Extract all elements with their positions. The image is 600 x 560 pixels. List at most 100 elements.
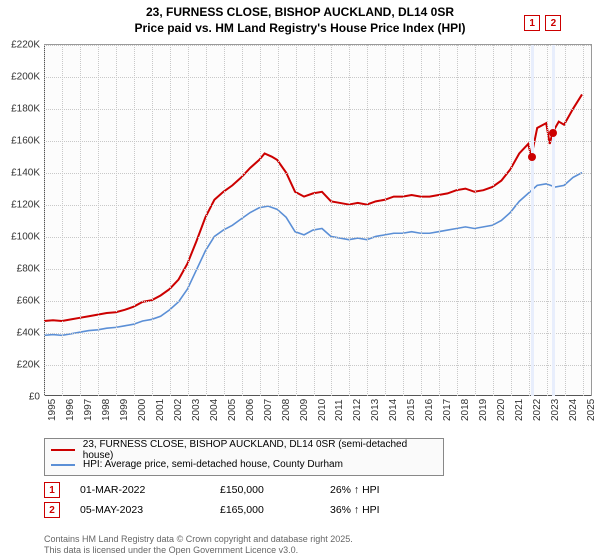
x-tick-label: 1997 [83,399,94,421]
gridline-v [296,45,297,396]
gridline-v [421,45,422,396]
chart-plot-area: £0£20K£40K£60K£80K£100K£120K£140K£160K£1… [44,44,592,396]
y-tick-label: £0 [0,392,40,403]
transaction-row: 101-MAR-2022£150,00026% ↑ HPI [44,480,450,500]
gridline-h [44,45,591,46]
x-tick-label: 2022 [532,399,543,421]
y-tick-label: £140K [0,168,40,179]
gridline-h [44,205,591,206]
y-tick-label: £180K [0,104,40,115]
y-tick-label: £100K [0,232,40,243]
gridline-v [116,45,117,396]
x-tick-label: 2004 [209,399,220,421]
x-tick-label: 2009 [299,399,310,421]
gridline-v [224,45,225,396]
gridline-v [457,45,458,396]
gridline-v [367,45,368,396]
gridline-v [152,45,153,396]
transaction-marker: 2 [545,15,561,31]
gridline-v [62,45,63,396]
x-tick-label: 2015 [406,399,417,421]
x-tick-label: 2003 [191,399,202,421]
legend-swatch [51,449,75,451]
transaction-dot [549,129,557,137]
gridline-h [44,173,591,174]
title-line-2: Price paid vs. HM Land Registry's House … [0,20,600,36]
title-line-1: 23, FURNESS CLOSE, BISHOP AUCKLAND, DL14… [0,4,600,20]
gridline-v [349,45,350,396]
y-tick-label: £80K [0,264,40,275]
x-tick-label: 2023 [550,399,561,421]
y-tick-label: £160K [0,136,40,147]
x-tick-label: 2021 [514,399,525,421]
footnote-line-2: This data is licensed under the Open Gov… [44,545,353,556]
gridline-h [44,141,591,142]
gridline-h [44,269,591,270]
transaction-dot [528,153,536,161]
x-tick-label: 2024 [568,399,579,421]
gridline-h [44,77,591,78]
transaction-band [531,45,534,396]
gridline-h [44,237,591,238]
gridline-v [493,45,494,396]
gridline-v [565,45,566,396]
y-tick-label: £120K [0,200,40,211]
transaction-band [552,45,555,396]
x-tick-label: 2020 [496,399,507,421]
y-tick-label: £20K [0,360,40,371]
y-tick-label: £60K [0,296,40,307]
gridline-v [80,45,81,396]
gridline-v [170,45,171,396]
gridline-v [439,45,440,396]
transaction-badge: 1 [44,482,60,498]
gridline-v [403,45,404,396]
gridline-v [331,45,332,396]
gridline-v [475,45,476,396]
gridline-v [188,45,189,396]
transaction-pct: 26% ↑ HPI [330,484,450,496]
x-tick-label: 2025 [586,399,597,421]
x-tick-label: 2017 [442,399,453,421]
transaction-row: 205-MAY-2023£165,00036% ↑ HPI [44,500,450,520]
gridline-v [385,45,386,396]
x-tick-label: 2011 [334,399,345,421]
footnote-line-1: Contains HM Land Registry data © Crown c… [44,534,353,545]
gridline-v [260,45,261,396]
legend: 23, FURNESS CLOSE, BISHOP AUCKLAND, DL14… [44,438,444,476]
transaction-badge: 2 [44,502,60,518]
x-tick-label: 1999 [119,399,130,421]
x-tick-label: 2007 [263,399,274,421]
gridline-v [547,45,548,396]
x-tick-label: 2005 [227,399,238,421]
transaction-pct: 36% ↑ HPI [330,504,450,516]
gridline-v [206,45,207,396]
y-tick-label: £200K [0,72,40,83]
gridline-v [583,45,584,396]
transaction-marker: 1 [524,15,540,31]
gridline-h [44,333,591,334]
gridline-v [242,45,243,396]
legend-swatch [51,464,75,466]
legend-label: 23, FURNESS CLOSE, BISHOP AUCKLAND, DL14… [83,439,437,461]
x-tick-label: 2010 [317,399,328,421]
chart-title: 23, FURNESS CLOSE, BISHOP AUCKLAND, DL14… [0,0,600,36]
legend-row: 23, FURNESS CLOSE, BISHOP AUCKLAND, DL14… [51,442,437,457]
transaction-date: 05-MAY-2023 [80,504,220,516]
x-tick-label: 2006 [245,399,256,421]
x-tick-label: 2018 [460,399,471,421]
footnote: Contains HM Land Registry data © Crown c… [44,534,353,557]
x-tick-label: 1995 [47,399,58,421]
x-tick-label: 1998 [101,399,112,421]
x-tick-label: 2016 [424,399,435,421]
gridline-h [44,301,591,302]
gridline-v [98,45,99,396]
gridline-v [314,45,315,396]
gridline-v [134,45,135,396]
legend-label: HPI: Average price, semi-detached house,… [83,459,343,470]
x-tick-label: 2019 [478,399,489,421]
y-tick-label: £40K [0,328,40,339]
x-tick-label: 2001 [155,399,166,421]
x-tick-label: 2013 [370,399,381,421]
transaction-date: 01-MAR-2022 [80,484,220,496]
x-tick-label: 2014 [388,399,399,421]
